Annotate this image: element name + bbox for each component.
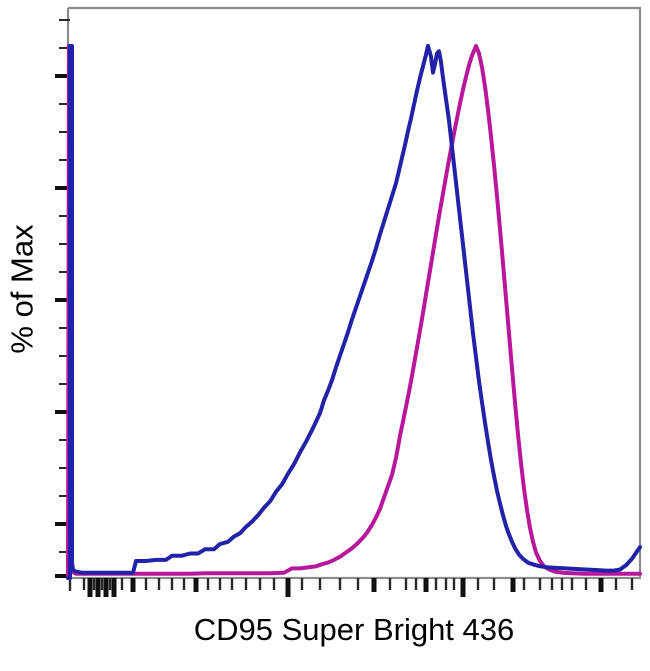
blue-histogram-trace — [66, 44, 642, 580]
plot-frame — [66, 6, 642, 580]
x-axis-label-text: CD95 Super Bright 436 — [193, 612, 515, 647]
magenta-histogram-trace — [66, 44, 642, 580]
x-axis-minor-ticks — [68, 578, 634, 591]
x-axis-label: CD95 Super Bright 436 — [68, 612, 640, 648]
histogram-traces — [66, 44, 642, 580]
x-axis-major-ticks — [87, 578, 604, 597]
